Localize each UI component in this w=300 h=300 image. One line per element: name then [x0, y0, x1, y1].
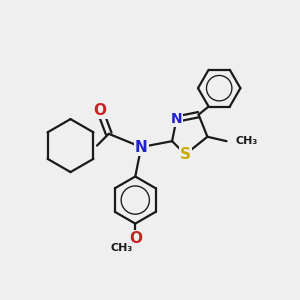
Text: O: O: [93, 103, 106, 118]
Text: O: O: [129, 231, 142, 246]
Text: N: N: [171, 112, 182, 126]
Text: CH₃: CH₃: [111, 243, 133, 253]
Text: N: N: [135, 140, 148, 154]
Text: S: S: [180, 147, 191, 162]
Text: CH₃: CH₃: [236, 136, 258, 146]
